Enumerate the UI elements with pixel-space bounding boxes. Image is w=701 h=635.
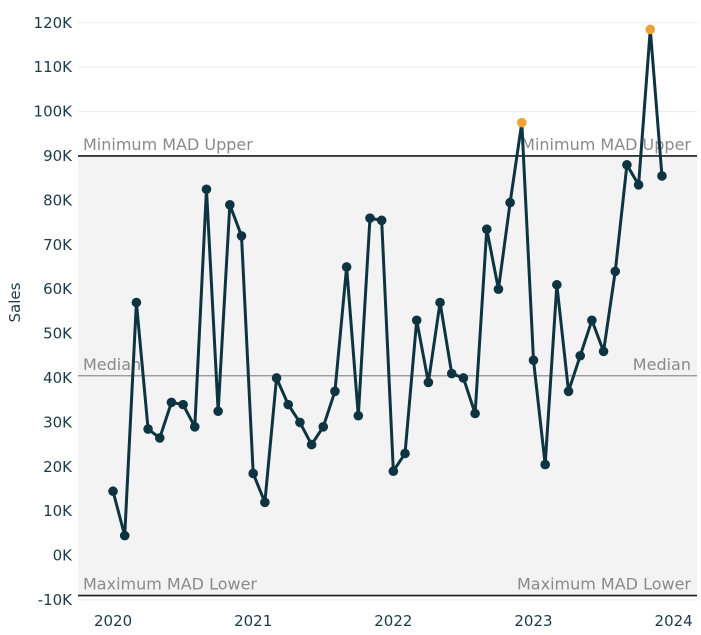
y-tick-label: 0K: [53, 547, 74, 565]
data-point: [365, 213, 375, 223]
y-tick-label: 10K: [43, 502, 73, 520]
x-tick-label: 2023: [514, 612, 552, 630]
data-point: [108, 486, 118, 497]
data-point: [330, 386, 340, 397]
data-point: [178, 399, 188, 410]
data-point: [587, 315, 597, 326]
data-point: [236, 231, 247, 241]
y-tick-label: 50K: [43, 325, 73, 343]
y-tick-label: 80K: [43, 191, 73, 209]
outlier-point: [517, 117, 527, 128]
data-point: [201, 184, 212, 195]
data-point: [528, 355, 539, 366]
reference-label-right: Median: [633, 355, 691, 374]
data-point: [622, 160, 632, 170]
data-point: [225, 200, 235, 210]
data-point: [563, 386, 574, 397]
data-point: [295, 417, 305, 428]
outlier-point: [645, 24, 656, 35]
data-point: [400, 448, 410, 459]
y-tick-label: -10K: [38, 591, 73, 609]
reference-label-left: Minimum MAD Upper: [83, 135, 253, 154]
data-point: [435, 297, 445, 308]
data-point: [189, 422, 200, 432]
sales-series: [108, 24, 667, 541]
reference-label-right: Minimum MAD Upper: [521, 135, 691, 154]
data-point: [411, 315, 422, 326]
data-point: [119, 530, 130, 541]
reference-label-left: Median: [83, 355, 141, 374]
data-point: [446, 368, 457, 379]
data-point: [154, 433, 165, 443]
data-point: [458, 373, 469, 383]
data-point: [131, 297, 142, 308]
data-point: [598, 346, 609, 357]
data-point: [505, 197, 515, 208]
reference-label-right: Maximum MAD Lower: [517, 575, 691, 594]
y-axis: -10K 0K 10K 20K 30K 40K 50K 60K 70K 80K 90K 100K 110…: [34, 14, 74, 609]
data-point: [376, 215, 387, 226]
data-point: [341, 262, 352, 272]
data-point: [470, 408, 480, 419]
data-point: [388, 466, 399, 477]
data-point: [633, 180, 644, 190]
data-point: [271, 373, 282, 383]
data-point: [353, 410, 364, 421]
reference-label-left: Maximum MAD Lower: [83, 575, 257, 594]
y-tick-label: 100K: [34, 103, 74, 121]
data-point: [306, 439, 317, 450]
y-tick-label: 60K: [43, 280, 73, 298]
data-point: [248, 468, 258, 479]
data-point: [610, 266, 621, 277]
sales-line: [111, 27, 664, 538]
data-point: [552, 279, 562, 290]
data-point: [143, 424, 153, 434]
data-point: [423, 377, 434, 388]
data-point: [540, 459, 550, 470]
y-tick-label: 40K: [43, 369, 73, 387]
x-tick-label: 2020: [94, 612, 132, 630]
data-point: [318, 422, 329, 432]
data-point: [481, 224, 492, 235]
x-tick-label: 2022: [374, 612, 412, 630]
y-tick-label: 110K: [34, 58, 74, 76]
y-tick-label: 30K: [43, 413, 73, 431]
data-point: [260, 497, 270, 508]
data-point: [213, 406, 223, 417]
x-tick-label: 2021: [234, 612, 272, 630]
y-tick-label: 20K: [43, 458, 73, 476]
x-axis: 2020 2021 2022 2023 2024: [94, 612, 693, 630]
data-point: [575, 350, 586, 361]
y-tick-label: 70K: [43, 236, 73, 254]
data-point: [493, 284, 504, 294]
y-axis-title: Sales: [6, 282, 24, 322]
x-tick-label: 2024: [655, 612, 693, 630]
data-point: [657, 171, 667, 181]
y-tick-label: 120K: [34, 14, 74, 32]
data-point: [283, 399, 294, 410]
data-point: [166, 397, 177, 408]
y-tick-label: 90K: [43, 147, 73, 165]
